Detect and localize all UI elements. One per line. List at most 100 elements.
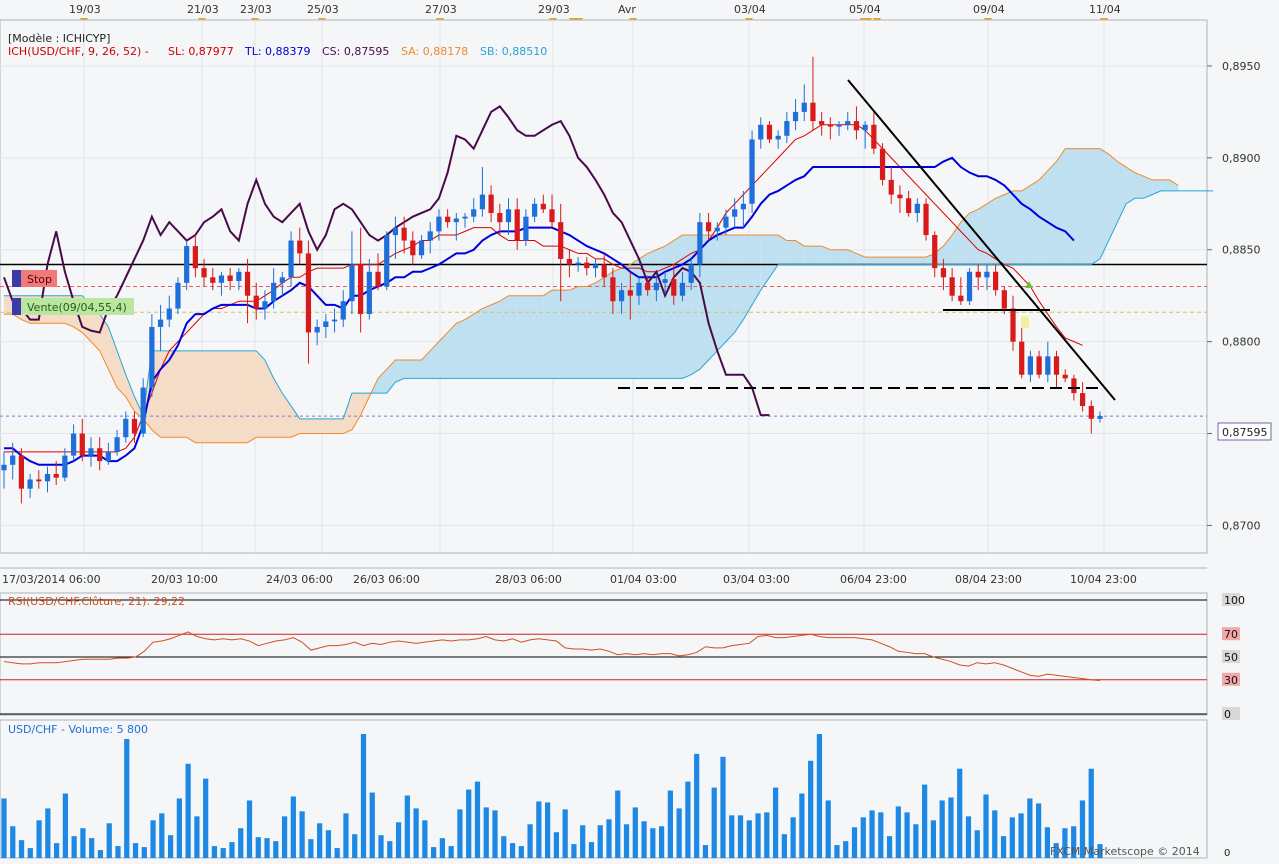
candle-body[interactable]	[1079, 393, 1086, 406]
candle-body[interactable]	[993, 271, 999, 291]
candle-body[interactable]	[184, 246, 190, 283]
candle-body[interactable]	[749, 139, 755, 204]
entry-tag-box[interactable]	[12, 298, 134, 315]
candle-body[interactable]	[679, 282, 686, 296]
candle-body[interactable]	[27, 479, 33, 489]
candle-body[interactable]	[688, 264, 694, 283]
candle-body[interactable]	[758, 124, 764, 140]
candle-body[interactable]	[314, 326, 320, 333]
candle-body[interactable]	[853, 121, 860, 131]
candle-body[interactable]	[366, 271, 372, 315]
candle-body[interactable]	[566, 258, 573, 265]
candle-body[interactable]	[123, 418, 129, 438]
candle-body[interactable]	[79, 433, 85, 456]
candle-body[interactable]	[845, 121, 851, 125]
trend-line[interactable]	[847, 79, 1116, 401]
candle-body[interactable]	[462, 216, 468, 219]
candle-body[interactable]	[792, 111, 799, 122]
candle-body[interactable]	[584, 262, 590, 269]
candle-body[interactable]	[618, 290, 625, 302]
candle-body[interactable]	[906, 198, 912, 213]
candle-body[interactable]	[236, 271, 242, 281]
candle-body[interactable]	[105, 451, 111, 462]
candle-body[interactable]	[358, 264, 364, 315]
candle-body[interactable]	[940, 268, 947, 278]
candle-body[interactable]	[70, 433, 77, 456]
candle-body[interactable]	[149, 326, 155, 388]
candle-body[interactable]	[505, 209, 512, 223]
candle-body[interactable]	[140, 387, 146, 434]
candle-body[interactable]	[549, 209, 555, 223]
candle-body[interactable]	[601, 264, 607, 278]
candle-body[interactable]	[331, 319, 338, 322]
candle-body[interactable]	[610, 277, 616, 302]
candle-body[interactable]	[966, 271, 973, 302]
rsi-panel[interactable]: 100 70 50 30 0	[0, 592, 1245, 721]
candle-body[interactable]	[914, 203, 920, 213]
candle-body[interactable]	[1027, 356, 1034, 375]
candle-body[interactable]	[775, 135, 781, 140]
candle-body[interactable]	[705, 222, 712, 232]
candle-body[interactable]	[44, 473, 51, 482]
candle-body[interactable]	[888, 179, 894, 195]
candle-body[interactable]	[592, 264, 599, 269]
candle-body[interactable]	[810, 102, 816, 122]
entry-tag-handle[interactable]	[12, 298, 21, 315]
candle-body[interactable]	[671, 279, 677, 296]
candle-body[interactable]	[323, 321, 329, 327]
candle-body[interactable]	[36, 479, 42, 482]
candle-body[interactable]	[540, 203, 546, 210]
candle-body[interactable]	[201, 268, 207, 278]
candle-body[interactable]	[427, 231, 433, 241]
candle-body[interactable]	[53, 473, 59, 478]
candle-body[interactable]	[514, 209, 520, 241]
candle-body[interactable]	[62, 455, 68, 478]
stop-order-tag[interactable]: Stop	[12, 270, 57, 287]
candle-body[interactable]	[497, 212, 503, 223]
candle-body[interactable]	[418, 240, 425, 256]
candle-body[interactable]	[218, 275, 225, 283]
candle-body[interactable]	[897, 194, 903, 199]
candle-body[interactable]	[1071, 378, 1077, 394]
candle-body[interactable]	[819, 121, 825, 125]
candle-body[interactable]	[453, 218, 459, 223]
candle-body[interactable]	[732, 209, 738, 217]
candle-body[interactable]	[1045, 356, 1051, 375]
candle-body[interactable]	[279, 277, 285, 283]
candle-body[interactable]	[192, 246, 198, 269]
candle-body[interactable]	[1097, 416, 1103, 419]
candle-body[interactable]	[558, 222, 564, 259]
candle-body[interactable]	[531, 203, 538, 217]
candle-body[interactable]	[923, 203, 929, 236]
candle-body[interactable]	[305, 253, 312, 333]
candle-body[interactable]	[18, 455, 25, 489]
trend-lines[interactable]	[618, 79, 1116, 401]
candle-body[interactable]	[488, 194, 494, 213]
candle-body[interactable]	[349, 264, 355, 302]
candle-body[interactable]	[471, 209, 477, 217]
candle-body[interactable]	[766, 124, 773, 140]
candle-body[interactable]	[984, 271, 990, 278]
candle-body[interactable]	[575, 262, 581, 265]
candle-body[interactable]	[636, 282, 642, 296]
candle-body[interactable]	[253, 295, 259, 309]
candle-body[interactable]	[862, 124, 868, 131]
candle-body[interactable]	[210, 277, 216, 283]
entry-order-tag[interactable]: Vente(09/04,55,4)	[12, 298, 134, 315]
candle-body[interactable]	[662, 279, 668, 283]
candlesticks[interactable]	[1, 56, 1103, 504]
candle-body[interactable]	[523, 216, 529, 241]
candle-body[interactable]	[740, 203, 746, 210]
candle-body[interactable]	[1036, 356, 1042, 375]
candle-body[interactable]	[653, 282, 659, 291]
candle-body[interactable]	[157, 319, 164, 327]
candle-body[interactable]	[375, 271, 381, 287]
candle-body[interactable]	[958, 295, 964, 302]
candle-body[interactable]	[10, 455, 16, 465]
candle-body[interactable]	[1001, 290, 1007, 309]
candle-body[interactable]	[932, 235, 938, 269]
candle-body[interactable]	[392, 227, 399, 236]
volume-panel[interactable]	[0, 719, 1208, 859]
candle-body[interactable]	[97, 448, 103, 462]
